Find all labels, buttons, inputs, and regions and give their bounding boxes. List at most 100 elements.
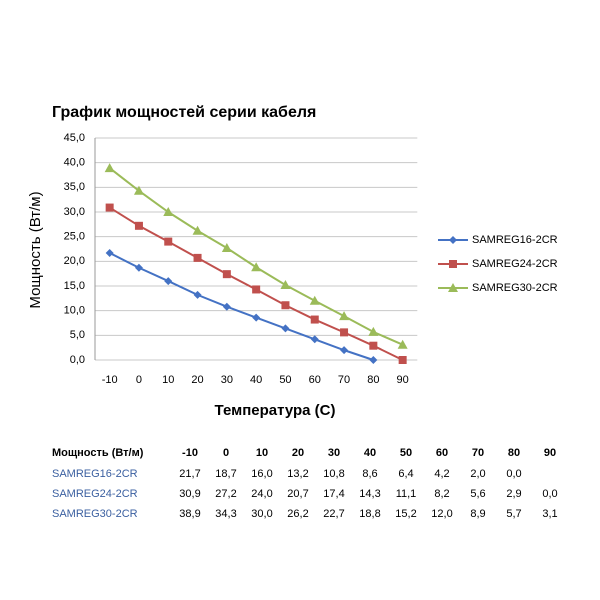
marker	[398, 356, 407, 364]
table-cell: 2,0	[470, 468, 485, 480]
marker	[222, 270, 231, 279]
table-cell: 2,9	[506, 488, 521, 500]
table-cell: 18,7	[215, 468, 236, 480]
marker	[448, 283, 458, 292]
marker	[281, 324, 290, 333]
marker	[252, 285, 261, 294]
table-cell: 16,0	[251, 468, 272, 480]
row-name: SAMREG16-2CR	[52, 468, 138, 480]
x-tick-label: 30	[221, 374, 233, 386]
x-tick-label: 40	[250, 374, 262, 386]
x-tick-label: 80	[367, 374, 379, 386]
y-tick-label: 35,0	[64, 181, 85, 193]
marker	[193, 290, 202, 299]
marker	[192, 225, 203, 235]
table-header: -10	[182, 447, 198, 459]
table-cell: 13,2	[287, 468, 308, 480]
table-cell: 5,6	[470, 488, 485, 500]
table-cell: 17,4	[323, 488, 344, 500]
table-cell: 30,0	[251, 508, 272, 520]
y-tick-label: 10,0	[64, 305, 85, 317]
marker	[280, 280, 291, 290]
table-cell: 22,7	[323, 508, 344, 520]
marker	[368, 326, 379, 336]
chart-title: График мощностей серии кабеля	[52, 104, 316, 121]
table-header: 0	[223, 447, 229, 459]
x-tick-label: 60	[309, 374, 321, 386]
marker	[104, 163, 115, 173]
marker	[281, 301, 290, 310]
table-cell: 8,2	[434, 488, 449, 500]
table-cell: 20,7	[287, 488, 308, 500]
y-tick-label: 40,0	[64, 157, 85, 169]
table-cell: 18,8	[359, 508, 380, 520]
marker	[164, 237, 173, 246]
table-cell: 15,2	[395, 508, 416, 520]
x-axis-title: Температура (C)	[215, 402, 336, 419]
x-tick-label: 10	[162, 374, 174, 386]
table-header: 40	[364, 447, 376, 459]
table-cell: 14,3	[359, 488, 380, 500]
row-name: SAMREG30-2CR	[52, 508, 138, 520]
marker	[251, 262, 262, 272]
marker	[134, 263, 143, 272]
marker	[221, 243, 232, 253]
x-tick-label: -10	[102, 374, 118, 386]
x-tick-label: 20	[191, 374, 203, 386]
legend-label: SAMREG24-2CR	[472, 258, 558, 270]
legend-label: SAMREG16-2CR	[472, 234, 558, 246]
marker	[164, 277, 173, 286]
marker	[339, 311, 350, 321]
table-header: 70	[472, 447, 484, 459]
table-cell: 21,7	[179, 468, 200, 480]
table-cell: 38,9	[179, 508, 200, 520]
y-tick-label: 45,0	[64, 132, 85, 144]
y-tick-label: 0,0	[70, 354, 85, 366]
table-header: Мощность (Вт/м)	[52, 447, 144, 459]
series-line	[109, 252, 374, 361]
table-cell: 0,0	[506, 468, 521, 480]
marker	[369, 341, 378, 350]
table-cell: 12,0	[431, 508, 452, 520]
table-header: 10	[256, 447, 268, 459]
table-cell: 6,4	[398, 468, 413, 480]
y-tick-label: 25,0	[64, 231, 85, 243]
x-tick-label: 50	[279, 374, 291, 386]
y-tick-label: 20,0	[64, 255, 85, 267]
marker	[449, 236, 457, 244]
row-name: SAMREG24-2CR	[52, 488, 138, 500]
marker	[134, 221, 143, 230]
y-tick-label: 15,0	[64, 280, 85, 292]
table-header: 90	[544, 447, 556, 459]
table-cell: 34,3	[215, 508, 236, 520]
table-header: 30	[328, 447, 340, 459]
marker	[252, 313, 261, 322]
marker	[309, 295, 320, 305]
table-cell: 11,1	[396, 488, 417, 500]
marker	[222, 302, 231, 311]
marker	[163, 207, 174, 216]
marker	[369, 356, 378, 364]
marker	[397, 339, 408, 349]
table-cell: 4,2	[434, 468, 449, 480]
y-tick-label: 30,0	[64, 206, 85, 218]
marker	[449, 260, 457, 268]
table-cell: 24,0	[251, 488, 272, 500]
table-cell: 26,2	[287, 508, 308, 520]
y-axis-title: Мощность (Вт/м)	[27, 191, 44, 308]
table-header: 80	[508, 447, 520, 459]
table-header: 20	[292, 447, 304, 459]
series-line	[109, 206, 404, 361]
table-cell: 30,9	[179, 488, 200, 500]
table-cell: 10,8	[323, 468, 344, 480]
marker	[193, 253, 202, 262]
x-tick-label: 90	[397, 374, 409, 386]
marker	[340, 328, 349, 337]
table-cell: 0,0	[542, 488, 557, 500]
table-cell: 27,2	[215, 488, 236, 500]
marker	[340, 346, 349, 355]
x-tick-label: 0	[136, 374, 142, 386]
table-cell: 5,7	[506, 508, 521, 520]
table-cell: 8,6	[362, 468, 377, 480]
